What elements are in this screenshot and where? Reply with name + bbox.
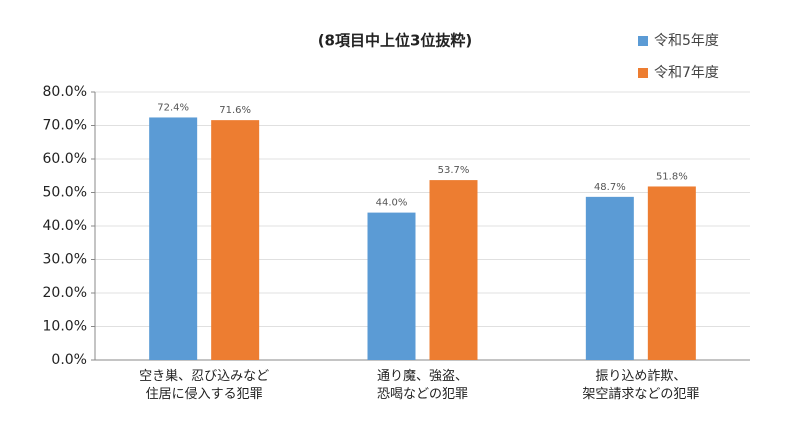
- value-label: 51.8%: [656, 171, 688, 182]
- legend-swatch: [638, 36, 648, 46]
- value-label: 48.7%: [594, 182, 626, 193]
- value-label: 72.4%: [157, 102, 189, 113]
- bar: [429, 180, 478, 360]
- value-label: 53.7%: [438, 165, 470, 176]
- chart-title: (8項目中上位3位抜粋): [318, 32, 473, 50]
- x-tick-label: 振り込め詐欺、 架空請求などの犯罪: [582, 369, 700, 402]
- y-tick-label: 20.0%: [43, 285, 87, 301]
- legend-swatch: [638, 68, 648, 78]
- y-tick-label: 70.0%: [43, 118, 87, 134]
- bar: [647, 186, 696, 360]
- y-tick-label: 30.0%: [43, 252, 87, 268]
- y-tick-label: 0.0%: [51, 352, 87, 368]
- x-tick-label: 通り魔、強盗、 恐喝などの犯罪: [376, 369, 468, 402]
- y-tick-label: 60.0%: [43, 151, 87, 167]
- legend-label: 令和5年度: [654, 33, 719, 49]
- y-tick-label: 80.0%: [43, 84, 87, 100]
- y-tick-label: 50.0%: [43, 185, 87, 201]
- bar: [585, 196, 634, 360]
- value-label: 44.0%: [376, 198, 408, 209]
- y-tick-label: 40.0%: [43, 218, 87, 234]
- bar: [149, 117, 198, 361]
- bar: [367, 212, 416, 360]
- value-label: 71.6%: [219, 105, 251, 116]
- bar: [211, 120, 260, 360]
- x-tick-label: 空き巣、忍び込みなど 住居に侵入する犯罪: [139, 369, 270, 402]
- legend-label: 令和7年度: [654, 65, 719, 81]
- y-tick-label: 10.0%: [43, 319, 87, 335]
